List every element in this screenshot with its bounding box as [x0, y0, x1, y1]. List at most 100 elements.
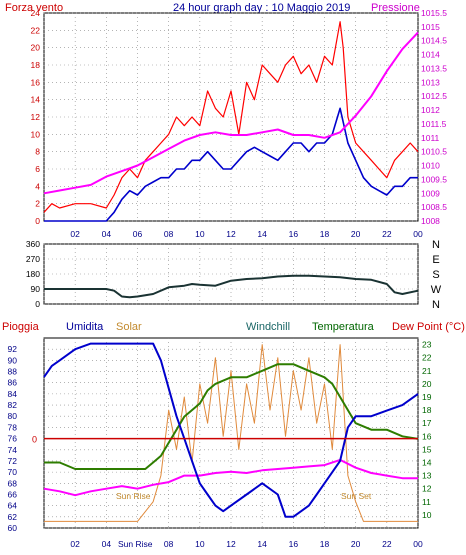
x-tick-label: 04 [102, 229, 112, 239]
humidity-tick-label: 70 [8, 467, 18, 477]
pressure-tick-label: 1010.5 [421, 147, 447, 157]
x-tick-label: 16 [289, 229, 299, 239]
humidity-tick-label: 82 [8, 400, 18, 410]
wind-tick-label: 18 [31, 60, 41, 70]
x-tick-label: 20 [351, 229, 361, 239]
temperature-tick-label: 15 [422, 444, 432, 454]
pressure-tick-label: 1014 [421, 50, 440, 60]
sun-rise-axis-label: Sun Rise [118, 539, 153, 549]
x-tick-label: 02 [70, 229, 80, 239]
compass-label: S [432, 269, 439, 281]
legend-pioggia: Pioggia [2, 321, 40, 333]
temperature-tick-label: 10 [422, 510, 432, 520]
wind-avg-line [44, 107, 418, 222]
humidity-tick-label: 86 [8, 378, 18, 388]
compass-label: N [432, 299, 440, 311]
temperature-tick-label: 22 [422, 353, 432, 363]
humidity-tick-label: 84 [8, 389, 18, 399]
pressure-tick-label: 1013 [421, 77, 440, 87]
humidity-tick-label: 80 [8, 411, 18, 421]
direction-tick-label: 0 [35, 299, 40, 309]
legend-windchill: Windchill [246, 321, 290, 333]
wind-pressure-ticks: 02468101214161820222410081008.510091009.… [31, 8, 448, 226]
wind-pressure-series [43, 21, 419, 222]
wind-direction-panel [43, 243, 419, 305]
temperature-tick-label: 20 [422, 379, 432, 389]
direction-series [44, 274, 419, 299]
wind-tick-label: 24 [31, 8, 41, 18]
pressure-tick-label: 1008.5 [421, 202, 447, 212]
pressure-tick-label: 1011 [421, 133, 440, 143]
temperature-tick-label: 23 [422, 340, 432, 350]
x-tick-label: 06 [133, 229, 143, 239]
x-tick-label: 00 [413, 539, 423, 549]
wind-direction-line [44, 274, 419, 299]
x-axis-ticks-bottom: 02 04 08 10 12 14 16 18 20 22 00 [70, 539, 423, 549]
legend-umidita: Umidita [66, 321, 104, 333]
pressure-axis-title: Pressione [371, 2, 420, 14]
wind-tick-label: 10 [31, 129, 41, 139]
x-tick-label: 18 [320, 539, 330, 549]
humidity-temp-series: 0 [32, 342, 419, 522]
pressure-tick-label: 1012 [421, 105, 440, 115]
humidity-tick-label: 72 [8, 456, 18, 466]
direction-tick-label: 360 [26, 239, 40, 249]
wind-tick-label: 16 [31, 77, 41, 87]
x-tick-label: 18 [320, 229, 330, 239]
direction-tick-label: 90 [31, 284, 41, 294]
wind-tick-label: 8 [35, 147, 40, 157]
x-tick-label: 16 [289, 539, 299, 549]
rain-zero-label: 0 [32, 435, 37, 445]
humidity-tick-label: 64 [8, 501, 18, 511]
wind-tick-label: 0 [35, 216, 40, 226]
wind-tick-label: 22 [31, 25, 41, 35]
x-tick-label: 02 [70, 539, 80, 549]
x-tick-label: 20 [351, 539, 361, 549]
sun-set-marker-label: Sun Set [341, 491, 372, 501]
pressure-tick-label: 1011.5 [421, 119, 447, 129]
humidity-tick-label: 60 [8, 523, 18, 533]
wind-tick-label: 12 [31, 112, 41, 122]
humidity-tick-label: 68 [8, 478, 18, 488]
pressure-tick-label: 1015 [421, 22, 440, 32]
compass-label: W [431, 284, 442, 296]
pressure-tick-label: 1015.5 [421, 8, 447, 18]
legend-temperatura: Temperatura [312, 321, 375, 333]
x-tick-label: 12 [226, 229, 236, 239]
temperature-tick-label: 17 [422, 418, 432, 428]
temperature-tick-label: 18 [422, 405, 432, 415]
pressure-tick-label: 1010 [421, 161, 440, 171]
temperature-line [44, 363, 419, 470]
x-tick-label: 14 [257, 229, 267, 239]
temperature-tick-label: 11 [422, 497, 431, 507]
temperature-tick-label: 13 [422, 471, 432, 481]
humidity-tick-label: 66 [8, 489, 18, 499]
pressure-tick-label: 1009 [421, 188, 440, 198]
temperature-tick-label: 21 [422, 366, 432, 376]
x-tick-label: 12 [226, 539, 236, 549]
humidity-tick-label: 92 [8, 344, 18, 354]
legend-solar: Solar [116, 321, 142, 333]
x-tick-label: 00 [413, 229, 423, 239]
humidity-tick-label: 76 [8, 434, 18, 444]
wind-tick-label: 4 [35, 181, 40, 191]
sun-rise-marker-label: Sun Rise [116, 491, 151, 501]
x-tick-label: 22 [382, 539, 392, 549]
temperature-tick-label: 19 [422, 392, 432, 402]
wind-axis-title: Forza vento [5, 2, 63, 14]
wind-tick-label: 6 [35, 164, 40, 174]
humidity-temp-panel [43, 337, 419, 529]
humidity-line [43, 342, 419, 518]
compass-label: N [432, 239, 440, 251]
x-tick-label: 04 [102, 539, 112, 549]
x-axis-ticks-top: 02 04 06 08 10 12 14 16 18 20 22 00 [70, 229, 423, 239]
x-tick-label: 14 [257, 539, 267, 549]
pressure-tick-label: 1013.5 [421, 63, 447, 73]
humidity-tick-label: 74 [8, 445, 18, 455]
pressure-tick-label: 1012.5 [421, 91, 447, 101]
pressure-tick-label: 1014.5 [421, 36, 447, 46]
temperature-tick-label: 12 [422, 484, 432, 494]
temperature-tick-label: 14 [422, 457, 432, 467]
pressure-tick-label: 1009.5 [421, 174, 447, 184]
wind-tick-label: 14 [31, 95, 41, 105]
